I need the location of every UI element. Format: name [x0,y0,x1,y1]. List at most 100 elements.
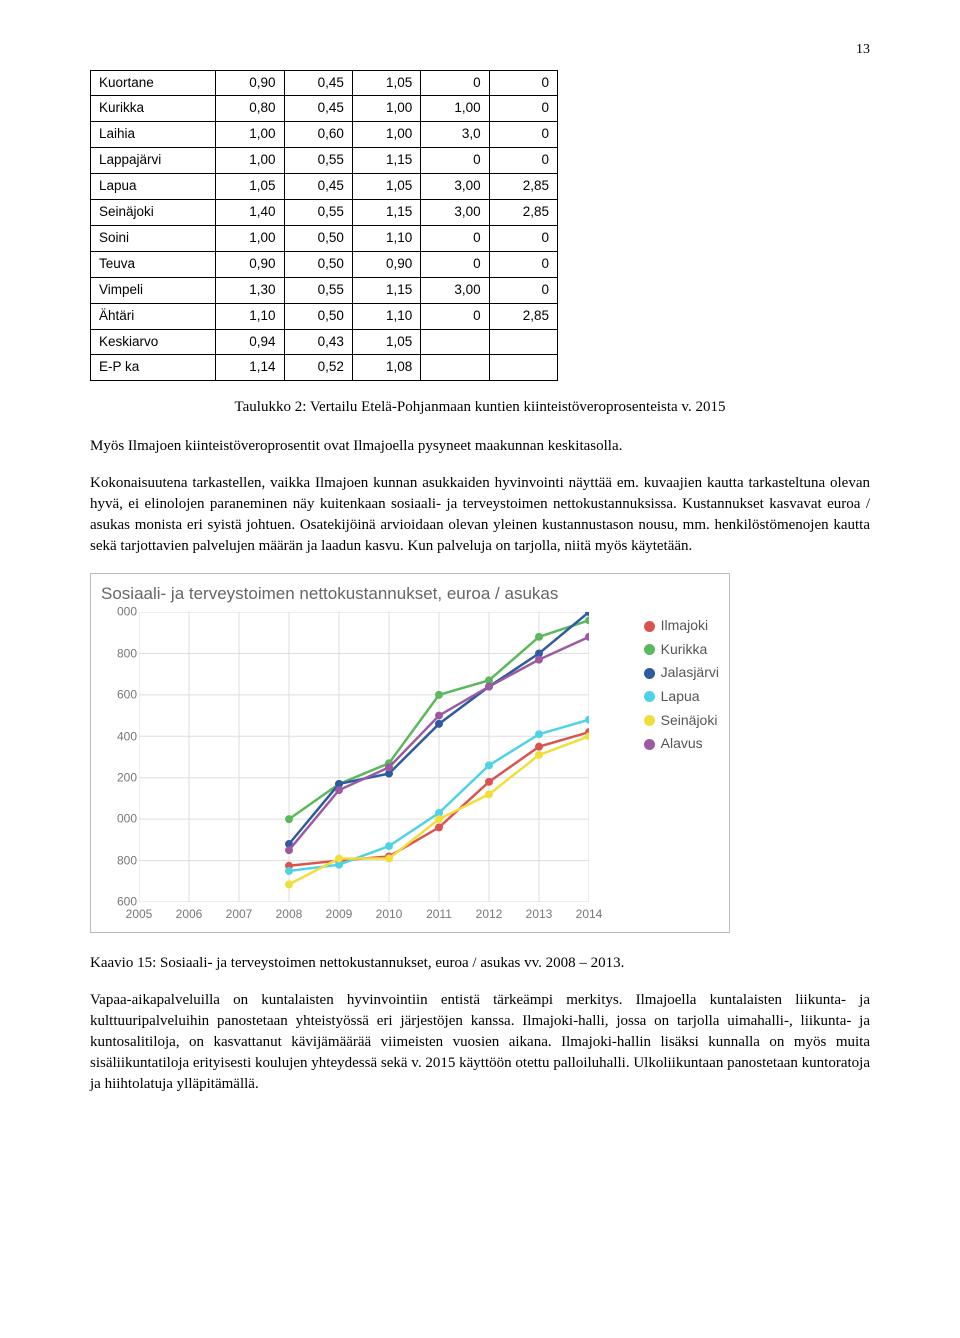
x-tick-label: 2010 [376,906,403,923]
table-cell [421,329,489,355]
legend-dot-icon [644,691,655,702]
paragraph-2: Kokonaisuutena tarkastellen, vaikka Ilma… [90,473,870,557]
table-cell: 0 [421,225,489,251]
table-cell [421,355,489,381]
y-tick-label: 800 [117,645,137,662]
table-cell: 1,15 [352,200,420,226]
table-cell: 0,50 [284,251,352,277]
legend-item: Lapua [644,687,719,707]
table-cell: Teuva [91,251,216,277]
table-cell: 1,00 [216,225,284,251]
table-cell: 1,05 [352,70,420,96]
table-cell: 0 [489,225,557,251]
legend-dot-icon [644,668,655,679]
paragraph-3: Vapaa-aikapalveluilla on kuntalaisten hy… [90,990,870,1095]
plot-area [139,612,589,902]
table-cell: Kurikka [91,96,216,122]
chart-caption: Kaavio 15: Sosiaali- ja terveystoimen ne… [90,953,870,974]
table-cell: 1,08 [352,355,420,381]
table-cell: 1,05 [216,174,284,200]
y-axis-ticks: 600800000200400600800000 [97,612,137,902]
x-tick-label: 2013 [526,906,553,923]
paragraph-1: Myös Ilmajoen kiinteistöveroprosentit ov… [90,436,870,457]
table-cell: 1,14 [216,355,284,381]
table-cell: 3,0 [421,122,489,148]
table-cell [489,355,557,381]
table-cell: 0,90 [216,251,284,277]
x-tick-label: 2014 [576,906,603,923]
x-tick-label: 2007 [226,906,253,923]
chart-legend: Ilmajoki Kurikka Jalasjärvi Lapua Seinäjoki A… [644,616,719,758]
table-row: Lapua1,050,451,053,002,85 [91,174,558,200]
table-row: Ähtäri1,100,501,1002,85 [91,303,558,329]
table-cell: Ähtäri [91,303,216,329]
y-tick-label: 200 [117,770,137,787]
table-cell: 0,50 [284,303,352,329]
table-cell: Seinäjoki [91,200,216,226]
table-cell: 0 [421,148,489,174]
table-cell: 1,00 [352,122,420,148]
legend-label: Jalasjärvi [661,663,719,683]
table-cell: 1,10 [352,225,420,251]
table-cell: 0,45 [284,174,352,200]
table-cell: 1,05 [352,329,420,355]
table-cell: 1,05 [352,174,420,200]
table-cell: 0,50 [284,225,352,251]
legend-dot-icon [644,621,655,632]
table-cell: 0 [489,251,557,277]
table-row: Lappajärvi1,000,551,1500 [91,148,558,174]
table-cell: 0 [421,70,489,96]
table-cell: 3,00 [421,174,489,200]
x-tick-label: 2006 [176,906,203,923]
table-cell: 1,00 [216,148,284,174]
legend-item: Kurikka [644,640,719,660]
table-cell: 1,10 [216,303,284,329]
table-cell: 3,00 [421,277,489,303]
table-cell: 0,90 [216,70,284,96]
table-row: Vimpeli1,300,551,153,000 [91,277,558,303]
x-tick-label: 2008 [276,906,303,923]
table-cell: 0,43 [284,329,352,355]
table-cell: 0,55 [284,200,352,226]
table-cell: 0 [489,148,557,174]
table-cell: Soini [91,225,216,251]
legend-item: Alavus [644,734,719,754]
legend-item: Jalasjärvi [644,663,719,683]
table-cell: 1,15 [352,277,420,303]
table-cell: 1,30 [216,277,284,303]
legend-label: Ilmajoki [661,616,708,636]
page-number: 13 [90,40,870,60]
legend-label: Lapua [661,687,700,707]
legend-item: Ilmajoki [644,616,719,636]
table-cell: 0 [421,303,489,329]
table-cell: 1,15 [352,148,420,174]
x-tick-label: 2009 [326,906,353,923]
legend-label: Seinäjoki [661,711,718,731]
table-cell: 0 [489,70,557,96]
table-cell: 2,85 [489,303,557,329]
table-cell: Vimpeli [91,277,216,303]
table-cell: 3,00 [421,200,489,226]
table-cell: E-P ka [91,355,216,381]
table-row: E-P ka1,140,521,08 [91,355,558,381]
table-cell: 0,45 [284,96,352,122]
table-cell: 0 [489,96,557,122]
table-cell: 0,52 [284,355,352,381]
table-row: Laihia1,000,601,003,00 [91,122,558,148]
table-cell: 0,90 [352,251,420,277]
y-tick-label: 000 [117,604,137,621]
cost-chart: Sosiaali- ja terveystoimen nettokustannu… [90,573,730,933]
table-cell: 0,55 [284,277,352,303]
table-cell: 0 [489,122,557,148]
tax-table: Kuortane0,900,451,0500Kurikka0,800,451,0… [90,70,558,382]
table-row: Kuortane0,900,451,0500 [91,70,558,96]
x-tick-label: 2011 [426,906,452,923]
table-cell: 0,60 [284,122,352,148]
x-axis-ticks: 2005200620072008200920102011201220132014 [139,906,589,926]
table-row: Seinäjoki1,400,551,153,002,85 [91,200,558,226]
x-tick-label: 2012 [476,906,503,923]
table-cell: 0 [421,251,489,277]
table-row: Kurikka0,800,451,001,000 [91,96,558,122]
table-cell: Kuortane [91,70,216,96]
table-caption: Taulukko 2: Vertailu Etelä-Pohjanmaan ku… [90,397,870,418]
